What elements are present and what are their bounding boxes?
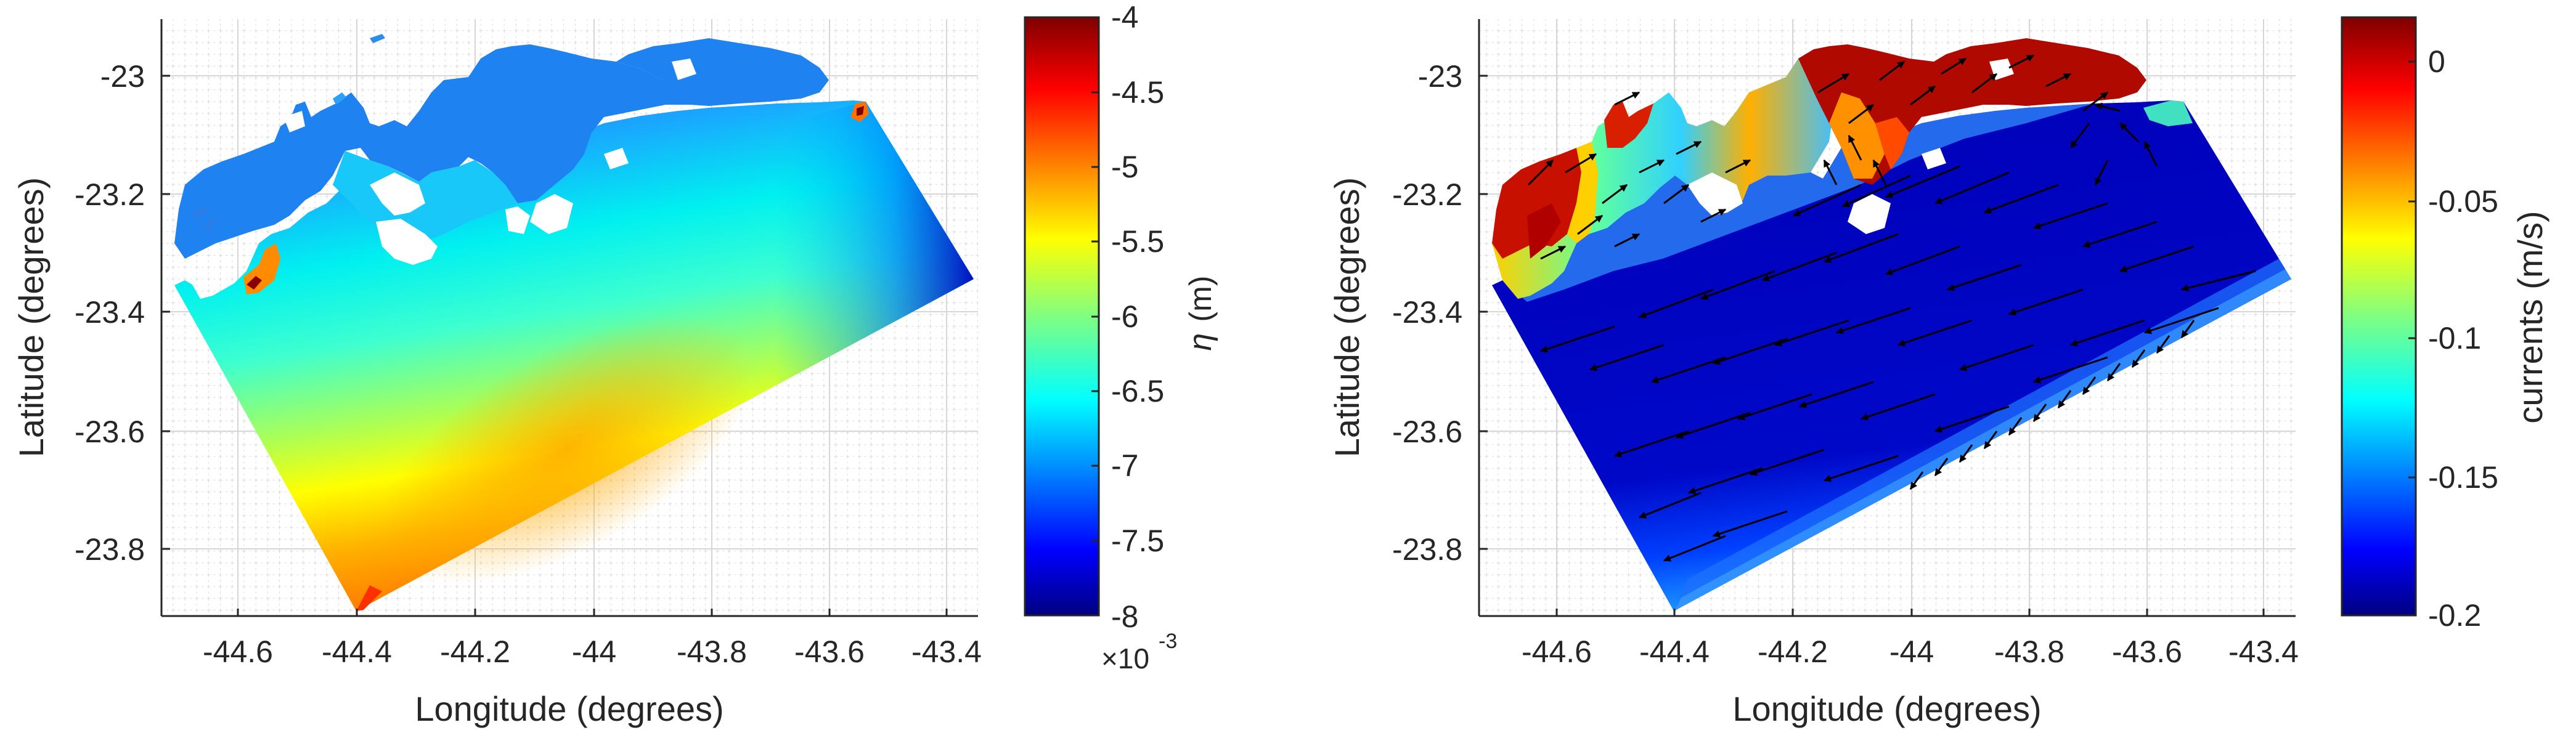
left-panel: -44.6 -44.4 -44.2 -44 -43.8 -43.6 -43.4 … — [12, 0, 1218, 728]
y-tick-label: -23.8 — [1392, 532, 1462, 567]
colorbar-label: currents (m/s) — [2511, 211, 2550, 423]
x-tick-label: -44.2 — [1758, 635, 1828, 669]
y-tick-labels: -23 -23.2 -23.4 -23.6 -23.8 — [1392, 59, 1462, 567]
y-tick-label: -23.6 — [1392, 415, 1462, 449]
colorbar-tick-label: -7.5 — [1111, 524, 1164, 558]
y-tick-label: -23.2 — [1392, 177, 1462, 212]
y-tick-label: -23.4 — [75, 295, 145, 330]
colorbar-tick-label: -6 — [1111, 299, 1138, 334]
y-axis-label: Latitude (degrees) — [1327, 177, 1366, 458]
colorbar-tick-label: -7 — [1111, 448, 1138, 483]
colorbar-tick-label: -0.15 — [2428, 460, 2498, 495]
svg-text:(m): (m) — [1183, 276, 1218, 322]
x-axis-label: Longitude (degrees) — [415, 689, 723, 728]
colorbar-exponent: ×10 -3 — [1101, 630, 1177, 675]
x-tick-label: -44.6 — [203, 635, 273, 669]
colorbar-tick-label: -8 — [1111, 599, 1138, 634]
colorbar-tick-label: -4 — [1111, 0, 1138, 34]
x-tick-label: -43.6 — [2112, 635, 2182, 669]
eta-field — [174, 34, 974, 611]
currents-field — [1492, 38, 2291, 611]
y-axis-label: Latitude (degrees) — [12, 177, 51, 458]
y-tick-label: -23 — [100, 59, 145, 94]
x-tick-label: -44.2 — [440, 635, 510, 669]
colorbar-tick-label: -5.5 — [1111, 224, 1164, 259]
x-tick-label: -43.4 — [911, 635, 982, 669]
x-tick-label: -43.4 — [2228, 635, 2299, 669]
colorbar-tick-label: -0.2 — [2428, 598, 2481, 633]
currents-colorbar: 0 -0.05 -0.1 -0.15 -0.2 currents (m/s) — [2341, 16, 2550, 633]
colorbar-tick-label: -6.5 — [1111, 374, 1164, 408]
x-tick-label: -44.6 — [1522, 635, 1592, 669]
y-tick-label: -23.2 — [75, 177, 145, 212]
quiver-arrows — [1527, 54, 2256, 562]
x-tick-label: -43.8 — [677, 635, 747, 669]
colorbar-tick-label: -4.5 — [1111, 75, 1164, 110]
y-tick-label: -23.8 — [75, 532, 145, 567]
y-tick-label: -23.4 — [1392, 295, 1462, 330]
x-tick-labels: -44.6 -44.4 -44.2 -44 -43.8 -43.6 -43.4 — [1522, 635, 2299, 669]
x-tick-label: -43.8 — [1994, 635, 2064, 669]
x-tick-label: -44 — [1889, 635, 1934, 669]
right-panel: -44.6 -44.4 -44.2 -44 -43.8 -43.6 -43.4 … — [1327, 16, 2550, 728]
colorbar-tick-label: -0.05 — [2428, 184, 2498, 219]
x-tick-label: -44 — [572, 635, 616, 669]
svg-text:-3: -3 — [1159, 630, 1177, 653]
colorbar-tick-label: -0.1 — [2428, 321, 2481, 355]
x-tick-label: -44.4 — [322, 635, 392, 669]
y-tick-labels: -23 -23.2 -23.4 -23.6 -23.8 — [75, 59, 145, 567]
x-tick-label: -44.4 — [1639, 635, 1710, 669]
colorbar-tick-label: -5 — [1111, 150, 1138, 184]
y-tick-label: -23 — [1418, 59, 1462, 94]
x-tick-labels: -44.6 -44.4 -44.2 -44 -43.8 -43.6 -43.4 — [203, 635, 982, 669]
x-axis-label: Longitude (degrees) — [1732, 689, 2041, 728]
colorbar-tick-label: 0 — [2428, 44, 2445, 79]
svg-text:×10: ×10 — [1101, 643, 1149, 675]
y-tick-label: -23.6 — [75, 415, 145, 449]
eta-colorbar: -4 -4.5 -5 -5.5 -6 -6.5 -7 -7.5 -8 ×10 -… — [1024, 0, 1218, 675]
colorbar-label: η (m) — [1183, 276, 1218, 351]
svg-text:η: η — [1183, 333, 1218, 351]
x-tick-label: -43.6 — [794, 635, 865, 669]
